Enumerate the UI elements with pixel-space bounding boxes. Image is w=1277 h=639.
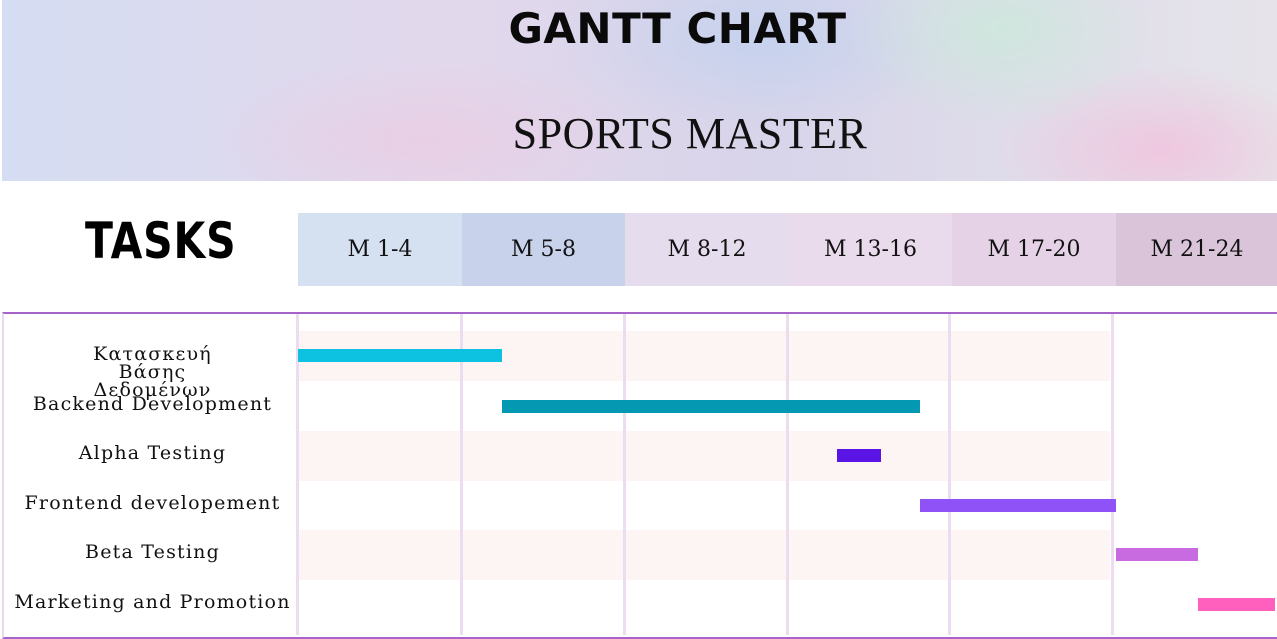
grid-line [948, 314, 951, 635]
grid-line [623, 314, 626, 635]
period-header-cell: M 5-8 [462, 213, 625, 286]
header-banner [2, 0, 1277, 181]
task-label: Backend Development [32, 393, 273, 415]
tasks-heading: TASKS [85, 212, 237, 270]
period-header-cell: M 17-20 [952, 213, 1116, 286]
gantt-bar [502, 400, 921, 413]
chart-title: GANTT CHART [508, 4, 847, 53]
period-header-cell: M 1-4 [298, 213, 462, 286]
grid-line [1111, 314, 1114, 635]
gantt-bar [1116, 548, 1198, 561]
task-label: Alpha Testing [78, 442, 227, 464]
task-label: Κατασκευή Βάσης Δεδομένων [93, 343, 212, 401]
chart-frame [2, 312, 1277, 639]
gantt-bar [836, 449, 882, 462]
task-label: Marketing and Promotion [14, 591, 291, 613]
row-band [298, 431, 1110, 481]
grid-line [460, 314, 463, 635]
chart-subtitle: SPORTS MASTER [512, 109, 868, 158]
gantt-bar [920, 499, 1117, 512]
grid-line [296, 314, 299, 635]
gantt-bar [298, 349, 502, 362]
period-header-cell: M 21-24 [1116, 213, 1277, 286]
task-label: Beta Testing [85, 541, 220, 563]
period-header-cell: M 13-16 [789, 213, 952, 286]
row-band [298, 530, 1110, 580]
period-header-cell: M 8-12 [625, 213, 789, 286]
task-label: Frontend developement [24, 492, 281, 514]
gantt-bar [1197, 598, 1275, 611]
grid-line [786, 314, 789, 635]
